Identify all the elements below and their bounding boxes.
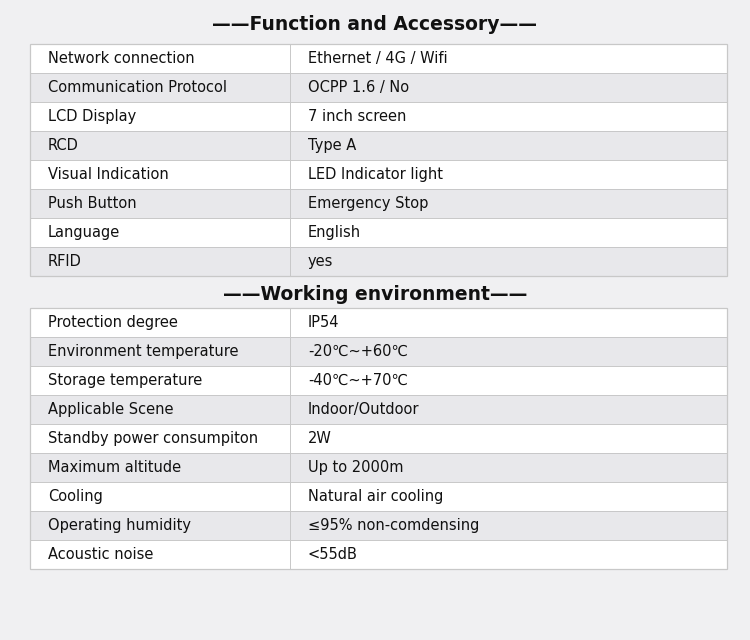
Bar [30, 395, 727, 424]
Text: Emergency Stop: Emergency Stop [308, 196, 428, 211]
Bar [30, 131, 727, 160]
Text: Visual Indication: Visual Indication [48, 167, 169, 182]
Text: ——Working environment——: ——Working environment—— [223, 285, 527, 303]
Text: Indoor/Outdoor: Indoor/Outdoor [308, 402, 419, 417]
Text: Push Button: Push Button [48, 196, 136, 211]
Text: Natural air cooling: Natural air cooling [308, 489, 443, 504]
Bar [30, 308, 727, 569]
Bar [30, 308, 727, 569]
Text: Operating humidity: Operating humidity [48, 518, 191, 533]
Text: Up to 2000m: Up to 2000m [308, 460, 404, 475]
Text: English: English [308, 225, 361, 240]
Text: Storage temperature: Storage temperature [48, 373, 202, 388]
Text: <55dB: <55dB [308, 547, 358, 562]
Text: 7 inch screen: 7 inch screen [308, 109, 407, 124]
Bar [30, 337, 727, 366]
Text: OCPP 1.6 / No: OCPP 1.6 / No [308, 80, 409, 95]
Text: Environment temperature: Environment temperature [48, 344, 238, 359]
Text: RCD: RCD [48, 138, 79, 153]
Text: LED Indicator light: LED Indicator light [308, 167, 443, 182]
Text: yes: yes [308, 254, 333, 269]
Text: ——Function and Accessory——: ——Function and Accessory—— [212, 15, 538, 33]
Text: -40℃~+70℃: -40℃~+70℃ [308, 373, 408, 388]
Text: Ethernet / 4G / Wifi: Ethernet / 4G / Wifi [308, 51, 448, 66]
Text: ≤95% non-comdensing: ≤95% non-comdensing [308, 518, 479, 533]
Text: IP54: IP54 [308, 315, 340, 330]
Text: Cooling: Cooling [48, 489, 103, 504]
Text: 2W: 2W [308, 431, 332, 446]
Text: RFID: RFID [48, 254, 82, 269]
Text: Communication Protocol: Communication Protocol [48, 80, 227, 95]
Bar [30, 44, 727, 276]
Text: Network connection: Network connection [48, 51, 195, 66]
Text: Maximum altitude: Maximum altitude [48, 460, 182, 475]
Text: -20℃~+60℃: -20℃~+60℃ [308, 344, 408, 359]
Bar [30, 453, 727, 482]
Bar [30, 247, 727, 276]
Bar [30, 189, 727, 218]
Bar [30, 73, 727, 102]
Text: Language: Language [48, 225, 120, 240]
Bar [30, 44, 727, 276]
Text: Type A: Type A [308, 138, 356, 153]
Text: Acoustic noise: Acoustic noise [48, 547, 153, 562]
Bar [30, 511, 727, 540]
Text: Protection degree: Protection degree [48, 315, 178, 330]
Text: Applicable Scene: Applicable Scene [48, 402, 173, 417]
Text: LCD Display: LCD Display [48, 109, 136, 124]
Text: Standby power consumpiton: Standby power consumpiton [48, 431, 258, 446]
